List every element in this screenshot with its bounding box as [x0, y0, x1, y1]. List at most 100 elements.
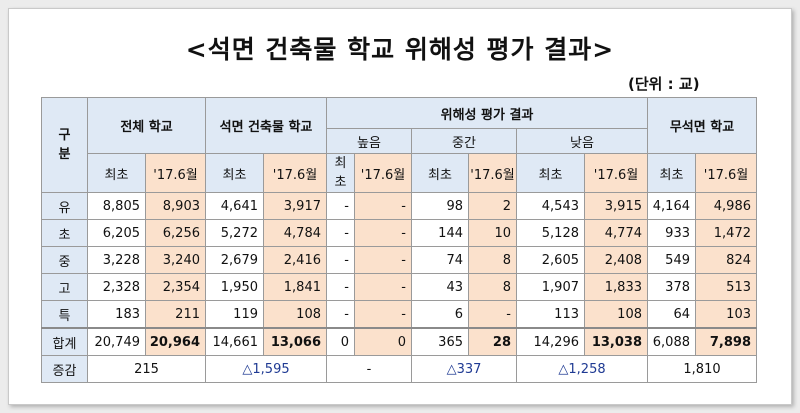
table-cell: - [326, 192, 355, 220]
row-label: 유 [41, 192, 88, 220]
header-first: 최초 [516, 153, 585, 193]
table-cell: - [326, 219, 355, 247]
table-cell: 4,543 [516, 192, 585, 220]
row-label: 중 [41, 246, 88, 274]
table-cell: 4,641 [205, 192, 264, 220]
change-mid: △337 [411, 355, 517, 383]
change-high: - [326, 355, 412, 383]
row-label: 초 [41, 219, 88, 247]
table-row: 고 2,328 2,354 1,950 1,841- -43 8 1,907 1,833 378 5… [41, 273, 757, 301]
table-cell: 3,917 [263, 192, 327, 220]
table-cell: 4,784 [263, 219, 327, 247]
table-row: 특 183 211 119 108- -6-113 108 64 103 [41, 300, 757, 329]
table-row: 합계 20,749 20,964 14,661 13,066 0 0 365 28 14,296 1… [41, 327, 757, 356]
row-label: 고 [41, 273, 88, 301]
header-nonasb: 무석면 학교 [647, 97, 757, 154]
table-cell: 3,915 [584, 192, 648, 220]
table-cell: 8,805 [87, 192, 146, 220]
table-cell: 1,907 [516, 273, 585, 301]
header-gubun: 구분 [41, 97, 88, 193]
change-low: △1,258 [516, 355, 648, 383]
table-cell: 6,205 [87, 219, 146, 247]
unit-label: (단위 : 교) [628, 75, 700, 93]
table-cell: 8 [468, 246, 517, 274]
table-cell: 8 [468, 273, 517, 301]
table-cell: 3,228 [87, 246, 146, 274]
table-cell: - [326, 273, 355, 301]
header-first: 최초 [205, 153, 264, 193]
table-cell: 1,833 [584, 273, 648, 301]
change-nonasb: 1,810 [647, 355, 757, 383]
table-cell: 108 [584, 300, 648, 329]
table-cell: 6 [411, 300, 469, 329]
table-cell: 2,354 [145, 273, 206, 301]
header-asbestos: 석면 건축물 학교 [205, 97, 327, 154]
table-cell: 5,128 [516, 219, 585, 247]
table-cell: 4,986 [695, 192, 757, 220]
table-cell: - [354, 219, 412, 247]
table-cell: 74 [411, 246, 469, 274]
table-cell: 20,964 [145, 327, 206, 356]
header-jun17: '17.6월 [584, 153, 648, 193]
table-cell: 1,950 [205, 273, 264, 301]
table-cell: 378 [647, 273, 696, 301]
table-cell: 211 [145, 300, 206, 329]
table-cell: 4,164 [647, 192, 696, 220]
table-cell: 365 [411, 327, 469, 356]
table-cell: 2,408 [584, 246, 648, 274]
header-high: 높음 [326, 128, 412, 154]
table-row: 초 6,205 6,256 5,272 4,784- -144 10 5,128 4,774 93… [41, 219, 757, 247]
table-cell: 549 [647, 246, 696, 274]
table-cell: 10 [468, 219, 517, 247]
table-cell: 1,472 [695, 219, 757, 247]
table-cell: 5,272 [205, 219, 264, 247]
header-jun17: '17.6월 [695, 153, 757, 193]
change-asbestos: △1,595 [205, 355, 327, 383]
header-total: 전체 학교 [87, 97, 206, 154]
table-cell: 43 [411, 273, 469, 301]
table-cell: - [354, 192, 412, 220]
table-cell: 3,240 [145, 246, 206, 274]
table-row: 중 3,228 3,240 2,679 2,416- -74 8 2,605 2,408 549 8… [41, 246, 757, 274]
table-cell: 2,328 [87, 273, 146, 301]
table-cell: 183 [87, 300, 146, 329]
table-cell: 4,774 [584, 219, 648, 247]
header-mid: 중간 [411, 128, 517, 154]
row-label: 합계 [41, 327, 88, 356]
header-jun17: '17.6월 [468, 153, 517, 193]
asbestos-risk-table: 구분 전체 학교 석면 건축물 학교 위해성 평가 결과 무석면 학교 높음 중… [41, 97, 757, 383]
header-jun17: '17.6월 [263, 153, 327, 193]
header-first-vertical: 최초 [326, 153, 355, 193]
table-cell: 98 [411, 192, 469, 220]
table-cell: 108 [263, 300, 327, 329]
table-cell: - [326, 246, 355, 274]
table-cell: 64 [647, 300, 696, 329]
header-first: 최초 [411, 153, 469, 193]
table-cell: 6,256 [145, 219, 206, 247]
table-cell: 933 [647, 219, 696, 247]
table-cell: 8,903 [145, 192, 206, 220]
table-cell: 6,088 [647, 327, 696, 356]
table-cell: 0 [326, 327, 355, 356]
table-cell: 2,416 [263, 246, 327, 274]
header-risk: 위해성 평가 결과 [326, 97, 648, 129]
table-cell: - [354, 300, 412, 329]
row-label-change: 증감 [41, 355, 88, 383]
table-cell: - [326, 300, 355, 329]
table-cell: - [354, 246, 412, 274]
table-cell: - [468, 300, 517, 329]
header-jun17: '17.6월 [354, 153, 412, 193]
table-cell: 2,605 [516, 246, 585, 274]
change-total: 215 [87, 355, 206, 383]
table-title: <석면 건축물 학교 위해성 평가 결과> [185, 35, 615, 64]
table-cell: 14,661 [205, 327, 264, 356]
table-cell: 113 [516, 300, 585, 329]
row-label: 특 [41, 300, 88, 329]
table-cell: 7,898 [695, 327, 757, 356]
table-body: 유 8,805 8,903 4,641 3,917- -98 2 4,543 3,915 4,16… [41, 192, 757, 383]
table-cell: 144 [411, 219, 469, 247]
header-first: 최초 [647, 153, 696, 193]
header-jun17: '17.6월 [145, 153, 206, 193]
table-cell: 20,749 [87, 327, 146, 356]
header-first: 최초 [87, 153, 146, 193]
